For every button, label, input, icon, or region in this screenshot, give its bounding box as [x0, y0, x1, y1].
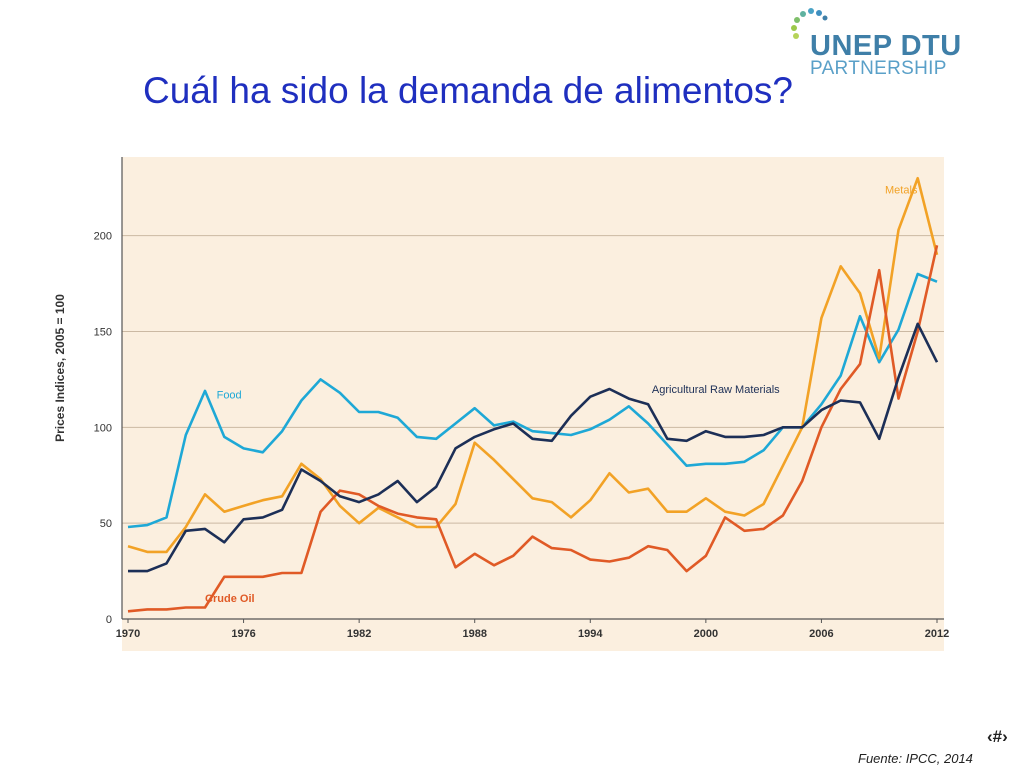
axes [121, 157, 944, 620]
y-tick-label: 50 [100, 518, 112, 530]
series-line-crude-oil [127, 245, 939, 613]
y-axis-label: Prices Indices, 2005 = 100 [53, 294, 67, 442]
grid-lines [122, 235, 944, 524]
x-tick-label: 1982 [347, 628, 371, 640]
series-label-agricultural: Agricultural Raw Materials [652, 384, 780, 396]
x-tick-label: 1988 [462, 628, 486, 640]
x-tick-label: 1994 [578, 628, 603, 640]
y-tick-label: 150 [94, 327, 112, 339]
x-tick-label: 1976 [231, 628, 255, 640]
x-tick-label: 2012 [925, 628, 949, 640]
series-label-crude-oil: Crude Oil [205, 593, 255, 605]
y-tick-label: 0 [106, 614, 112, 626]
logo-line-1: UNEP DTU [810, 30, 962, 62]
logo-dots-icon [791, 8, 828, 39]
x-tick-label: 2000 [694, 628, 718, 640]
series-label-metals: Metals [885, 185, 918, 197]
y-tick-labels: 0 50 100 150 200 [94, 231, 112, 626]
unep-dtu-logo: UNEP DTU PARTNERSHIP [788, 4, 968, 80]
y-tick-label: 100 [94, 422, 112, 434]
x-tick-label: 2006 [809, 628, 833, 640]
slide-number: ‹#› [987, 727, 1008, 746]
series-lines [127, 176, 939, 613]
source-note: Fuente: IPCC, 2014 [858, 751, 973, 766]
x-tick-labels: 1970 1976 1982 1988 1994 2000 2006 2012 [116, 619, 949, 640]
logo-line-2: PARTNERSHIP [810, 58, 947, 79]
slide-title: Cuál ha sido la demanda de alimentos? [143, 70, 793, 111]
series-labels: Food Metals Crude Oil Agricultural Raw Mate… [205, 185, 918, 605]
x-tick-label: 1970 [116, 628, 140, 640]
series-line-agricultural [128, 322, 939, 573]
y-tick-label: 200 [94, 231, 112, 243]
series-label-food: Food [217, 390, 242, 402]
